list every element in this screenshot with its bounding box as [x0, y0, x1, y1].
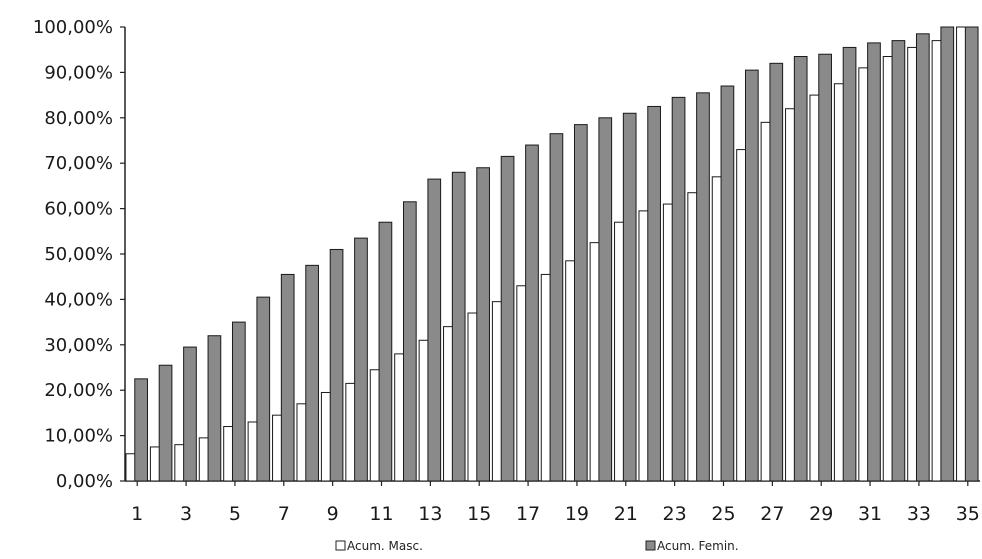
bar-acum-femin: [647, 105, 661, 482]
x-tick-label: 21: [614, 503, 638, 525]
bar-acum-femin: [354, 237, 368, 482]
legend-swatch-masc: [335, 540, 346, 551]
x-axis: 1 3 5 7 9 11 13 15 17 19 21 23 25 27 29 31 33 35: [125, 480, 980, 525]
y-tick-label: 50,00%: [44, 244, 113, 265]
y-tick-label: 100,00%: [33, 17, 113, 38]
bar-acum-femin: [573, 124, 588, 482]
bar-acum-femin: [696, 92, 710, 482]
bar-acum-femin: [329, 248, 344, 482]
bar-acum-femin: [183, 346, 197, 482]
y-tick-label: 30,00%: [44, 335, 113, 356]
bar-acum-femin: [476, 167, 490, 482]
bar-acum-femin: [793, 56, 808, 482]
bar-acum-femin: [867, 42, 881, 482]
bar-acum-femin: [231, 321, 246, 482]
y-axis: 0,00% 10,00% 20,00% 30,00% 40,00% 50,00% 60,00…: [33, 17, 126, 492]
x-tick-label: 19: [565, 503, 589, 525]
bar-acum-femin: [818, 53, 832, 482]
x-tick-label: 9: [327, 503, 339, 525]
x-tick-label: 15: [467, 503, 491, 525]
legend: Acum. Masc. Acum. Femin.: [335, 539, 739, 553]
legend-label-masc: Acum. Masc.: [347, 539, 423, 553]
bar-acum-femin: [305, 264, 319, 482]
x-tick-label: 31: [858, 503, 882, 525]
y-tick-label: 80,00%: [44, 108, 113, 129]
bar-acum-femin: [622, 112, 637, 482]
x-tick-label: 35: [956, 503, 980, 525]
x-tick-label: 3: [180, 503, 192, 525]
bar-acum-femin: [525, 144, 539, 482]
y-tick-label: 20,00%: [44, 380, 113, 401]
x-tick-label: 29: [809, 503, 833, 525]
legend-label-femin: Acum. Femin.: [657, 539, 739, 553]
bar-acum-femin: [598, 117, 613, 482]
bar-acum-femin: [134, 378, 148, 482]
x-tick-label: 5: [229, 503, 241, 525]
bar-acum-femin: [940, 26, 955, 482]
bar-acum-femin: [671, 96, 686, 482]
x-tick-label: 11: [369, 503, 393, 525]
bar-acum-femin: [500, 155, 515, 482]
x-tick-label: 33: [907, 503, 931, 525]
y-tick-label: 90,00%: [44, 62, 113, 83]
legend-swatch-femin: [645, 540, 656, 551]
bar-acum-femin: [720, 85, 735, 482]
y-tick-label: 0,00%: [56, 471, 113, 492]
bar-acum-femin: [915, 33, 930, 482]
y-tick-label: 40,00%: [44, 289, 113, 310]
x-tick-label: 1: [131, 503, 143, 525]
bar-acum-femin: [256, 296, 271, 482]
x-tick-label: 25: [711, 503, 735, 525]
bar-acum-femin: [427, 178, 442, 482]
x-tick-label: 27: [760, 503, 784, 525]
bar-acum-femin: [964, 26, 979, 482]
bar-acum-femin: [769, 62, 784, 482]
bar-acum-femin: [280, 273, 295, 482]
bar-acum-femin: [207, 335, 222, 482]
x-tick-label: 23: [663, 503, 687, 525]
bar-acum-femin: [744, 69, 759, 482]
y-tick-label: 10,00%: [44, 426, 113, 447]
bar-acum-femin: [402, 201, 417, 482]
x-tick-label: 7: [278, 503, 290, 525]
bar-acum-femin: [842, 46, 857, 482]
bars: [125, 26, 979, 482]
bar-acum-femin: [891, 40, 906, 482]
bar-acum-femin: [451, 171, 466, 482]
y-tick-label: 70,00%: [44, 153, 113, 174]
bar-acum-femin: [549, 133, 564, 482]
x-tick-label: 13: [418, 503, 442, 525]
bar-acum-femin: [378, 221, 393, 482]
bar-acum-femin: [158, 364, 173, 482]
x-tick-label: 17: [516, 503, 540, 525]
y-tick-label: 60,00%: [44, 199, 113, 220]
